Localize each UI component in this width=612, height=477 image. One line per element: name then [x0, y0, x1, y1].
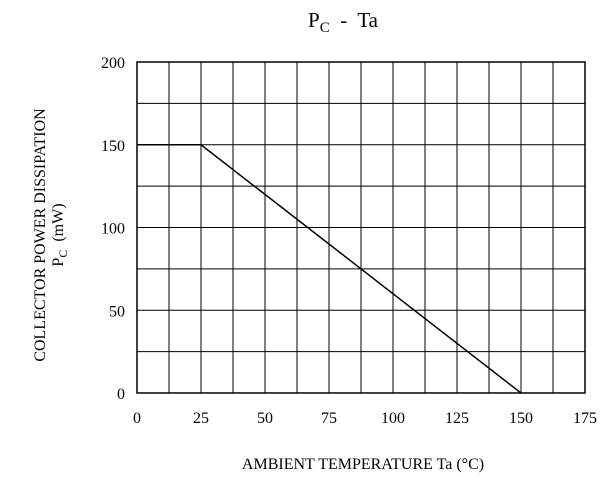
series-line-0	[137, 144, 522, 394]
chart-title-rest: - Ta	[330, 8, 379, 32]
y-tick-label: 0	[117, 386, 125, 403]
x-tick-label: 75	[321, 410, 337, 427]
y-tick-label: 150	[101, 138, 125, 155]
x-tick-label: 150	[509, 410, 533, 427]
x-tick-label: 175	[573, 410, 597, 427]
x-tick-label: 100	[381, 410, 405, 427]
x-tick-labels: 0 25 50 75 100 125 150 175	[133, 410, 597, 427]
y-tick-labels: 0 50 100 150 200	[101, 55, 125, 403]
grid	[137, 62, 585, 393]
series-group	[137, 144, 522, 394]
chart-title-main: P	[308, 8, 320, 32]
y-axis-label-line2: PC (mW)	[50, 203, 70, 266]
chart-title-subscript: C	[320, 20, 330, 36]
y-axis-label: COLLECTOR POWER DISSIPATION PC (mW)	[32, 108, 70, 362]
plot-frame	[136, 61, 586, 394]
x-tick-label: 25	[193, 410, 209, 427]
chart-title: PC - Ta	[308, 8, 379, 36]
y-axis-label-line1: COLLECTOR POWER DISSIPATION	[32, 108, 49, 362]
x-tick-label: 0	[133, 410, 141, 427]
y-tick-label: 100	[101, 221, 125, 238]
x-tick-label: 125	[445, 410, 469, 427]
y-tick-label: 200	[101, 55, 125, 72]
x-tick-label: 50	[257, 410, 273, 427]
x-axis-label: AMBIENT TEMPERATURE Ta (°C)	[242, 456, 484, 473]
y-tick-label: 50	[109, 303, 125, 320]
